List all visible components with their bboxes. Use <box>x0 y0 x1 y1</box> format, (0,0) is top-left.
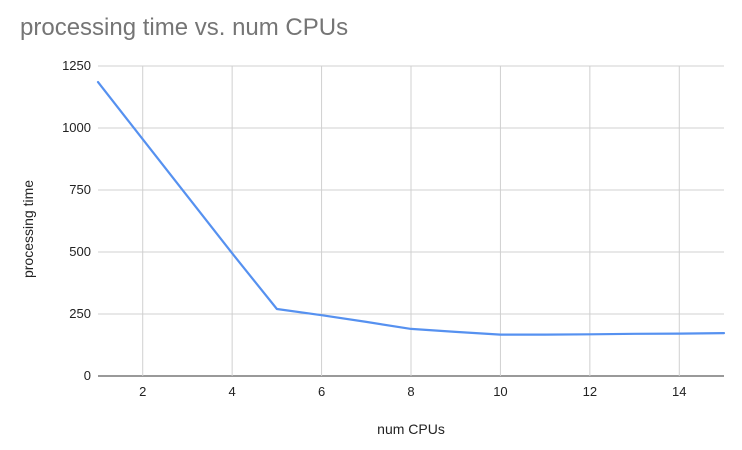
x-axis-title: num CPUs <box>377 421 445 437</box>
chart-title: processing time vs. num CPUs <box>20 14 349 41</box>
series-line <box>96 80 726 336</box>
gridlines <box>98 65 724 377</box>
y-tick-label: 500 <box>69 244 91 259</box>
y-tick-label: 750 <box>69 182 91 197</box>
x-tick-label: 2 <box>139 384 146 399</box>
y-tick-label: 0 <box>84 368 91 383</box>
y-axis-title: processing time <box>20 180 36 278</box>
x-tick-label: 4 <box>229 384 236 399</box>
x-tick-label: 10 <box>493 384 507 399</box>
x-tick-label: 8 <box>407 384 414 399</box>
x-tick-label: 12 <box>583 384 597 399</box>
x-tick-label: 6 <box>318 384 325 399</box>
y-tick-label: 250 <box>69 306 91 321</box>
y-tick-label: 1000 <box>62 120 91 135</box>
series-layer <box>96 80 726 336</box>
y-tick-label: 1250 <box>62 58 91 73</box>
tick-labels: 0 250 500 750 1000 1250 2 4 6 8 10 12 14 <box>62 58 686 399</box>
x-tick-label: 14 <box>672 384 686 399</box>
